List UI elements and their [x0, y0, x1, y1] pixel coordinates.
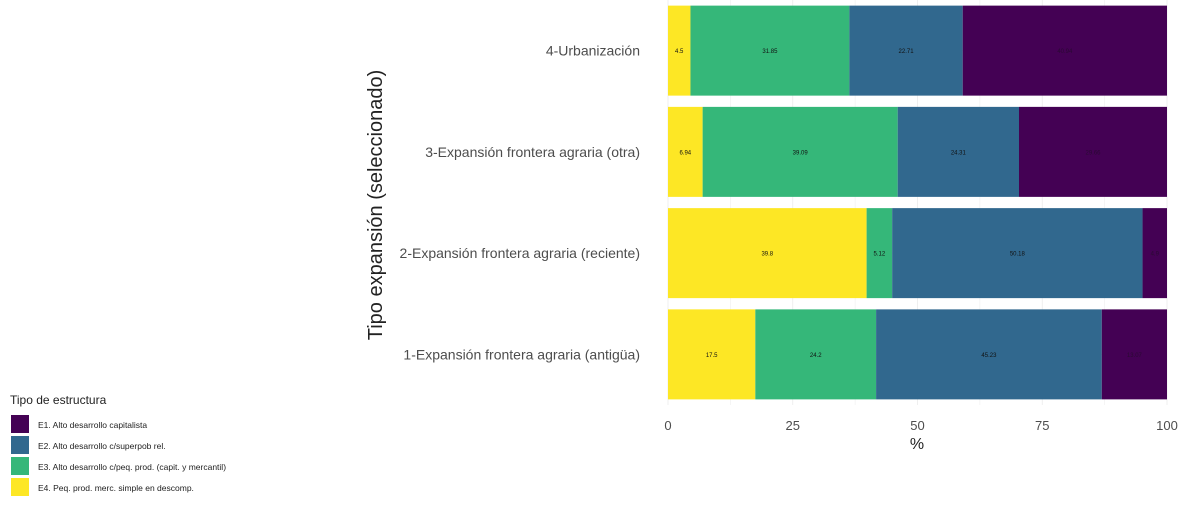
bar-value-label: 24.31 [951, 150, 967, 156]
bar-segment [897, 106, 1019, 197]
y-axis-title: Tipo expansión (seleccionado) [365, 70, 387, 341]
bar-value-label: 4.9 [1151, 252, 1160, 258]
category-label: 3-Expansión frontera agraria (otra) [425, 144, 640, 160]
bar-value-label: 39.09 [793, 150, 809, 156]
bar-segment [876, 309, 1102, 400]
bar-segment [1142, 208, 1167, 299]
bar-value-label: 31.85 [762, 49, 778, 55]
x-tick-label: 25 [786, 418, 800, 433]
x-tick-label: 100 [1156, 418, 1178, 433]
bar-segment [1018, 106, 1167, 197]
legend-label: E4. Peq. prod. merc. simple en descomp. [38, 483, 194, 493]
bar-segment [668, 106, 703, 197]
bar-segment [866, 208, 893, 299]
legend-title: Tipo de estructura [10, 393, 107, 407]
category-label: 1-Expansión frontera agraria (antigüa) [403, 346, 640, 362]
legend-label: E2. Alto desarrollo c/superpob rel. [38, 441, 166, 451]
bars: 17.5 24.2 45.23 13.07 39.8 5.12 50.18 4.9 6.94 39… [668, 5, 1167, 400]
bar-segment [690, 5, 850, 96]
legend-items: E1. Alto desarrollo capitalista E2. Alto … [11, 415, 226, 496]
bar-value-label: 29.66 [1085, 150, 1101, 156]
bar-value-label: 45.23 [981, 353, 997, 359]
bar-value-label: 50.18 [1010, 252, 1026, 258]
legend-swatch [11, 436, 29, 454]
legend-swatch [11, 457, 29, 475]
bar-value-label: 4.5 [675, 49, 684, 55]
x-axis-title: % [910, 436, 924, 453]
bar-segment [668, 5, 691, 96]
bar-value-label: 13.07 [1127, 353, 1143, 359]
bar-segment [1101, 309, 1167, 400]
bar-segment [962, 5, 1167, 96]
x-tick-label: 75 [1035, 418, 1049, 433]
bar-value-label: 40.94 [1057, 49, 1073, 55]
bar-value-label: 39.8 [761, 252, 773, 258]
bar-segment [668, 208, 867, 299]
bar-value-label: 22.71 [899, 49, 915, 55]
bar-value-label: 6.94 [679, 150, 691, 156]
x-tick-label: 50 [910, 418, 924, 433]
bar-segment [668, 309, 756, 400]
bar-segment [755, 309, 877, 400]
bar-value-label: 17.5 [706, 353, 718, 359]
x-axis-ticks: 0 25 50 75 100 [664, 418, 1177, 433]
legend-swatch [11, 415, 29, 433]
bar-segment [702, 106, 898, 197]
bar-value-label: 5.12 [874, 252, 886, 258]
bar-segment [892, 208, 1143, 299]
category-label: 4-Urbanización [546, 43, 640, 59]
category-labels: 1-Expansión frontera agraria (antigüa) 2-… [400, 43, 640, 363]
legend-label: E3. Alto desarrollo c/peq. prod. (capit.… [38, 462, 226, 472]
legend: Tipo de estructura E1. Alto desarrollo c… [10, 393, 226, 496]
bar-segment [849, 5, 963, 96]
bar-value-label: 24.2 [810, 353, 822, 359]
legend-swatch [11, 478, 29, 496]
x-tick-label: 0 [664, 418, 671, 433]
category-label: 2-Expansión frontera agraria (reciente) [400, 245, 640, 261]
legend-label: E1. Alto desarrollo capitalista [38, 420, 147, 430]
